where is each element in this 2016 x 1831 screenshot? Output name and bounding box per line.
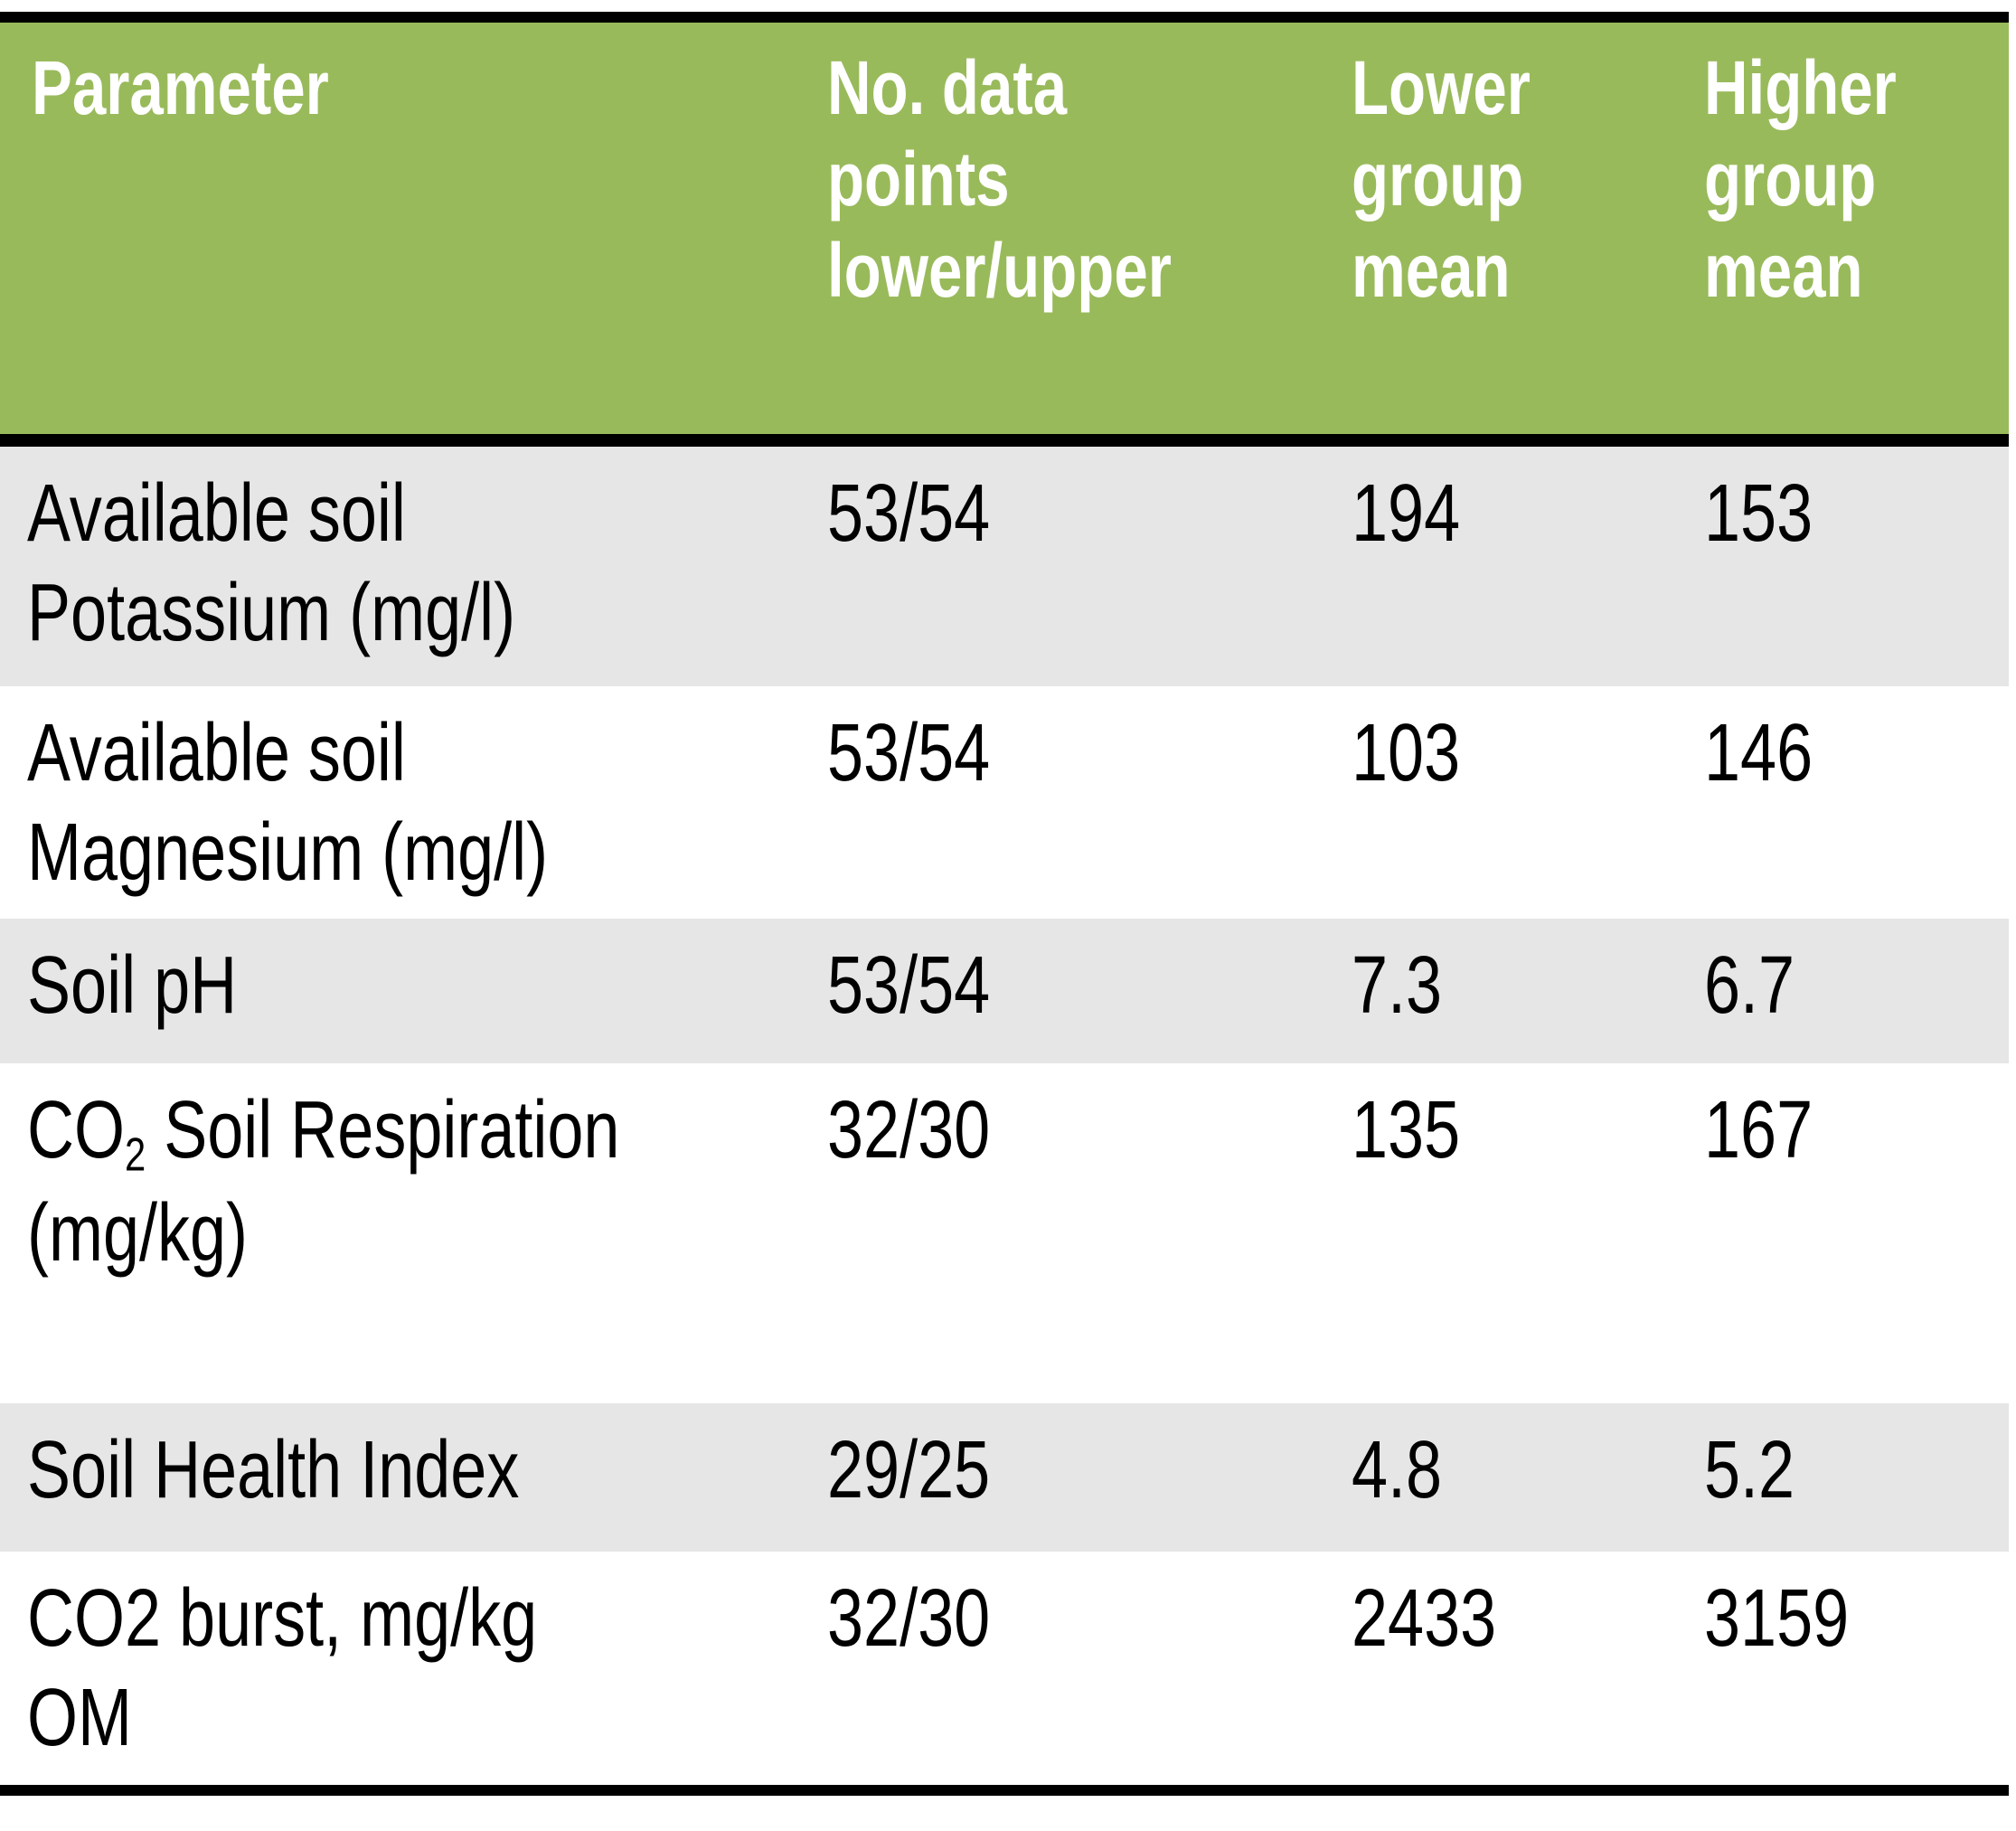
header-label-n-points: No. data points lower/upper (827, 45, 1172, 313)
param-text-tail: Soil Respiration (mg/kg) (27, 1085, 620, 1279)
lower-mean-value: 2433 (1352, 1573, 1497, 1664)
n-points-value: 53/54 (827, 468, 991, 559)
n-points-cell: 53/54 (814, 686, 1338, 919)
higher-mean-cell: 153 (1691, 447, 2009, 686)
lower-mean-value: 135 (1352, 1085, 1461, 1175)
param-cell: Soil pH (0, 919, 814, 1063)
table-row: Soil pH 53/54 7.3 6.7 (0, 919, 2009, 1063)
lower-mean-cell: 135 (1338, 1063, 1691, 1403)
table-row: CO2 burst, mg/kg OM 32/30 2433 3159 (0, 1552, 2009, 1785)
higher-mean-value: 167 (1704, 1085, 1813, 1175)
header-cell-n-points: No. data points lower/upper (814, 23, 1338, 447)
param-cell: Available soil Magnesium (mg/l) (0, 686, 814, 919)
higher-mean-cell: 5.2 (1691, 1403, 2009, 1552)
lower-mean-cell: 103 (1338, 686, 1691, 919)
higher-mean-value: 5.2 (1704, 1425, 1795, 1515)
n-points-value: 32/30 (827, 1573, 991, 1664)
higher-mean-cell: 167 (1691, 1063, 2009, 1403)
param-text: Available soil Magnesium (mg/l) (27, 708, 549, 898)
table-body: Available soil Potassium (mg/l) 53/54 19… (0, 447, 2009, 1785)
table-header: Parameter No. data points lower/upper Lo… (0, 23, 2009, 447)
param-cell: CO2 Soil Respiration (mg/kg) (0, 1063, 814, 1403)
header-cell-parameter: Parameter (0, 23, 814, 447)
lower-mean-cell: 7.3 (1338, 919, 1691, 1063)
param-cell: Available soil Potassium (mg/l) (0, 447, 814, 686)
lower-mean-value: 7.3 (1352, 940, 1443, 1031)
header-cell-lower-mean: Lower group mean (1338, 23, 1691, 447)
param-text: Soil pH (27, 940, 238, 1031)
higher-mean-cell: 3159 (1691, 1552, 2009, 1785)
n-points-value: 53/54 (827, 940, 991, 1031)
lower-mean-value: 4.8 (1352, 1425, 1443, 1515)
header-label-higher-mean: Higher group mean (1704, 45, 1897, 313)
header-label-parameter: Parameter (32, 45, 329, 130)
header-row: Parameter No. data points lower/upper Lo… (0, 23, 2009, 447)
param-text: Available soil Potassium (mg/l) (27, 468, 516, 658)
n-points-cell: 53/54 (814, 447, 1338, 686)
n-points-value: 29/25 (827, 1425, 991, 1515)
param-text: CO (27, 1085, 125, 1175)
param-cell: CO2 burst, mg/kg OM (0, 1552, 814, 1785)
param-subscript: 2 (125, 1128, 146, 1182)
header-label-lower-mean: Lower group mean (1352, 45, 1531, 313)
param-text: Soil Health Index (27, 1425, 520, 1515)
table-row: CO2 Soil Respiration (mg/kg) 32/30 135 1… (0, 1063, 2009, 1403)
param-cell: Soil Health Index (0, 1403, 814, 1552)
param-text: CO2 burst, mg/kg OM (27, 1573, 538, 1763)
n-points-cell: 32/30 (814, 1063, 1338, 1403)
higher-mean-value: 153 (1704, 468, 1813, 559)
n-points-value: 32/30 (827, 1085, 991, 1175)
n-points-cell: 29/25 (814, 1403, 1338, 1552)
header-cell-higher-mean: Higher group mean (1691, 23, 2009, 447)
table-row: Available soil Magnesium (mg/l) 53/54 10… (0, 686, 2009, 919)
lower-mean-cell: 4.8 (1338, 1403, 1691, 1552)
higher-mean-value: 6.7 (1704, 940, 1795, 1031)
table-row: Soil Health Index 29/25 4.8 5.2 (0, 1403, 2009, 1552)
soil-parameters-table: Parameter No. data points lower/upper Lo… (0, 12, 2009, 1796)
n-points-cell: 32/30 (814, 1552, 1338, 1785)
higher-mean-value: 146 (1704, 708, 1813, 798)
table-row: Available soil Potassium (mg/l) 53/54 19… (0, 447, 2009, 686)
higher-mean-cell: 6.7 (1691, 919, 2009, 1063)
n-points-value: 53/54 (827, 708, 991, 798)
lower-mean-value: 194 (1352, 468, 1461, 559)
higher-mean-cell: 146 (1691, 686, 2009, 919)
n-points-cell: 53/54 (814, 919, 1338, 1063)
lower-mean-cell: 194 (1338, 447, 1691, 686)
lower-mean-value: 103 (1352, 708, 1461, 798)
lower-mean-cell: 2433 (1338, 1552, 1691, 1785)
higher-mean-value: 3159 (1704, 1573, 1850, 1664)
